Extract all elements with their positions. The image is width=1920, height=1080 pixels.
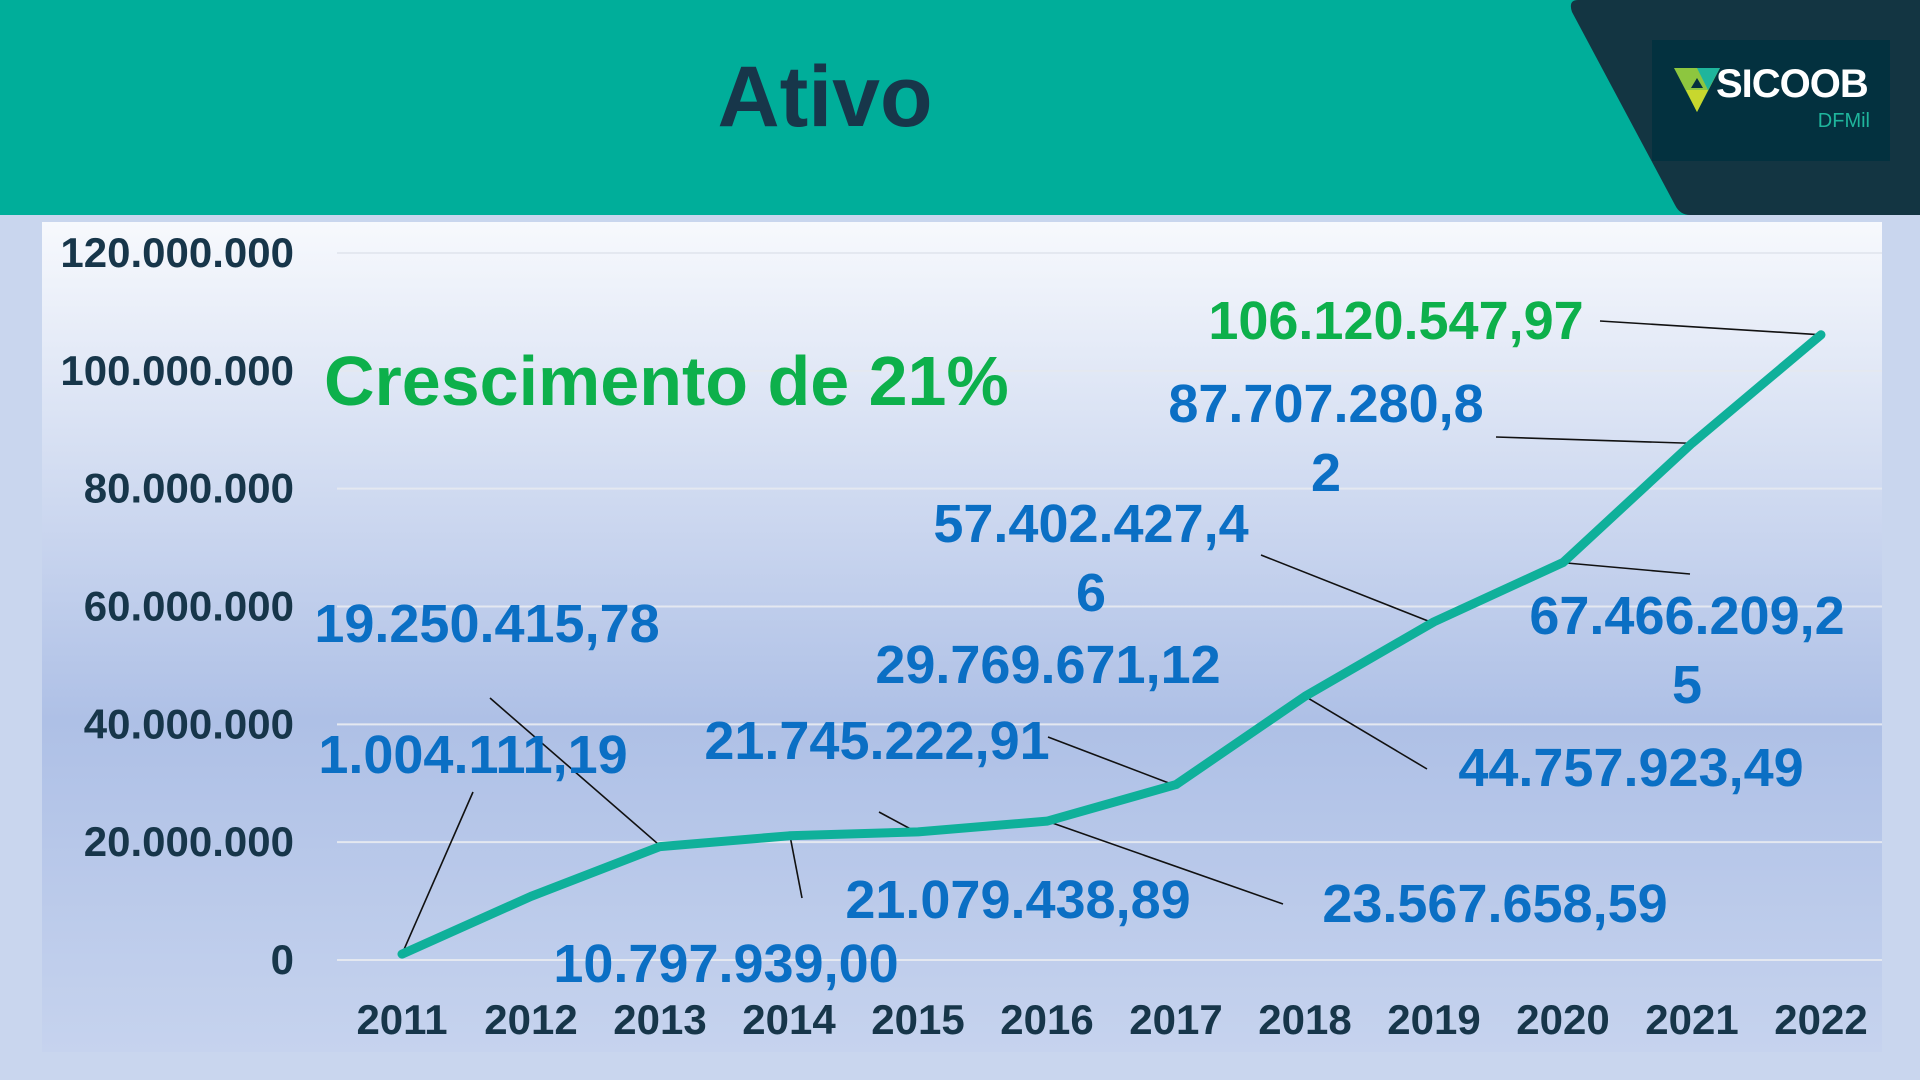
data-label: 87.707.280,8 2 (1168, 374, 1483, 503)
x-tick-label: 2021 (1645, 996, 1738, 1043)
leader-line (401, 791, 474, 955)
plot-background (42, 222, 1882, 1052)
data-label-line: 67.466.209,2 (1529, 586, 1844, 646)
data-label: 67.466.209,2 5 (1529, 586, 1844, 715)
logo-subtitle: DFMil (1817, 110, 1870, 132)
leader-line (1599, 320, 1822, 336)
x-tick-label: 2019 (1387, 996, 1480, 1043)
data-label: 10.797.939,00 (553, 934, 898, 994)
data-label: 106.120.547,97 (1208, 291, 1583, 351)
data-point (1561, 560, 1565, 565)
y-tick-label: 100.000.000 (60, 347, 294, 394)
data-label-line: 87.707.280,8 (1168, 374, 1483, 434)
data-point (1432, 619, 1436, 624)
sicoob-logo: SICOOB DFMil (1652, 40, 1890, 161)
data-label-line: 2 (1311, 443, 1341, 503)
data-label-line: 5 (1672, 655, 1702, 715)
y-tick-label: 60.000.000 (84, 583, 294, 630)
x-tick-label: 2012 (484, 996, 577, 1043)
x-tick-label: 2022 (1774, 996, 1867, 1043)
growth-annotation: Crescimento de 21% (324, 342, 1009, 420)
x-tick-label: 2015 (871, 996, 964, 1043)
y-tick-label: 120.000.000 (60, 229, 294, 276)
data-label: 29.769.671,12 (875, 635, 1220, 695)
data-point (400, 952, 404, 957)
data-point (1174, 782, 1178, 787)
data-label: 21.079.438,89 (845, 870, 1190, 930)
data-label: 19.250.415,78 (314, 594, 659, 654)
data-label: 44.757.923,49 (1458, 738, 1803, 798)
x-tick-label: 2017 (1129, 996, 1222, 1043)
data-point (916, 829, 920, 834)
data-point (529, 894, 533, 899)
logo-name: SICOOB (1716, 62, 1869, 106)
sicoob-triangle-icon (1674, 68, 1720, 112)
data-label: 21.745.222,91 (704, 711, 1049, 771)
data-point (1690, 441, 1694, 446)
data-label-line: 57.402.427,4 (933, 494, 1248, 554)
leader-line (1495, 436, 1691, 445)
leader-line (1560, 561, 1691, 575)
data-label-line: 6 (1076, 563, 1106, 623)
y-tick-label: 40.000.000 (84, 700, 294, 747)
data-label: 57.402.427,4 6 (933, 494, 1248, 623)
x-tick-label: 2018 (1258, 996, 1351, 1043)
leader-line (1304, 695, 1428, 770)
data-point (658, 844, 662, 849)
leader-line (1260, 554, 1431, 623)
data-point (1819, 332, 1823, 337)
y-tick-label: 0 (271, 936, 294, 983)
y-tick-label: 20.000.000 (84, 818, 294, 865)
x-tick-label: 2016 (1000, 996, 1093, 1043)
data-point (787, 833, 791, 838)
page-title: Ativo (717, 49, 933, 145)
data-point (1303, 694, 1307, 699)
y-tick-label: 80.000.000 (84, 465, 294, 512)
leader-line (1046, 820, 1284, 905)
leader-line (789, 835, 803, 899)
leader-line (1047, 736, 1174, 786)
leader-line (489, 697, 662, 848)
data-label: 23.567.658,59 (1322, 874, 1667, 934)
x-tick-label: 2013 (613, 996, 706, 1043)
x-tick-label: 2014 (742, 996, 836, 1043)
x-tick-label: 2020 (1516, 996, 1609, 1043)
data-label: 1.004.111,19 (318, 725, 627, 785)
data-point (1045, 819, 1049, 824)
x-tick-label: 2011 (356, 996, 447, 1043)
series-line-ativo (397, 330, 1826, 959)
